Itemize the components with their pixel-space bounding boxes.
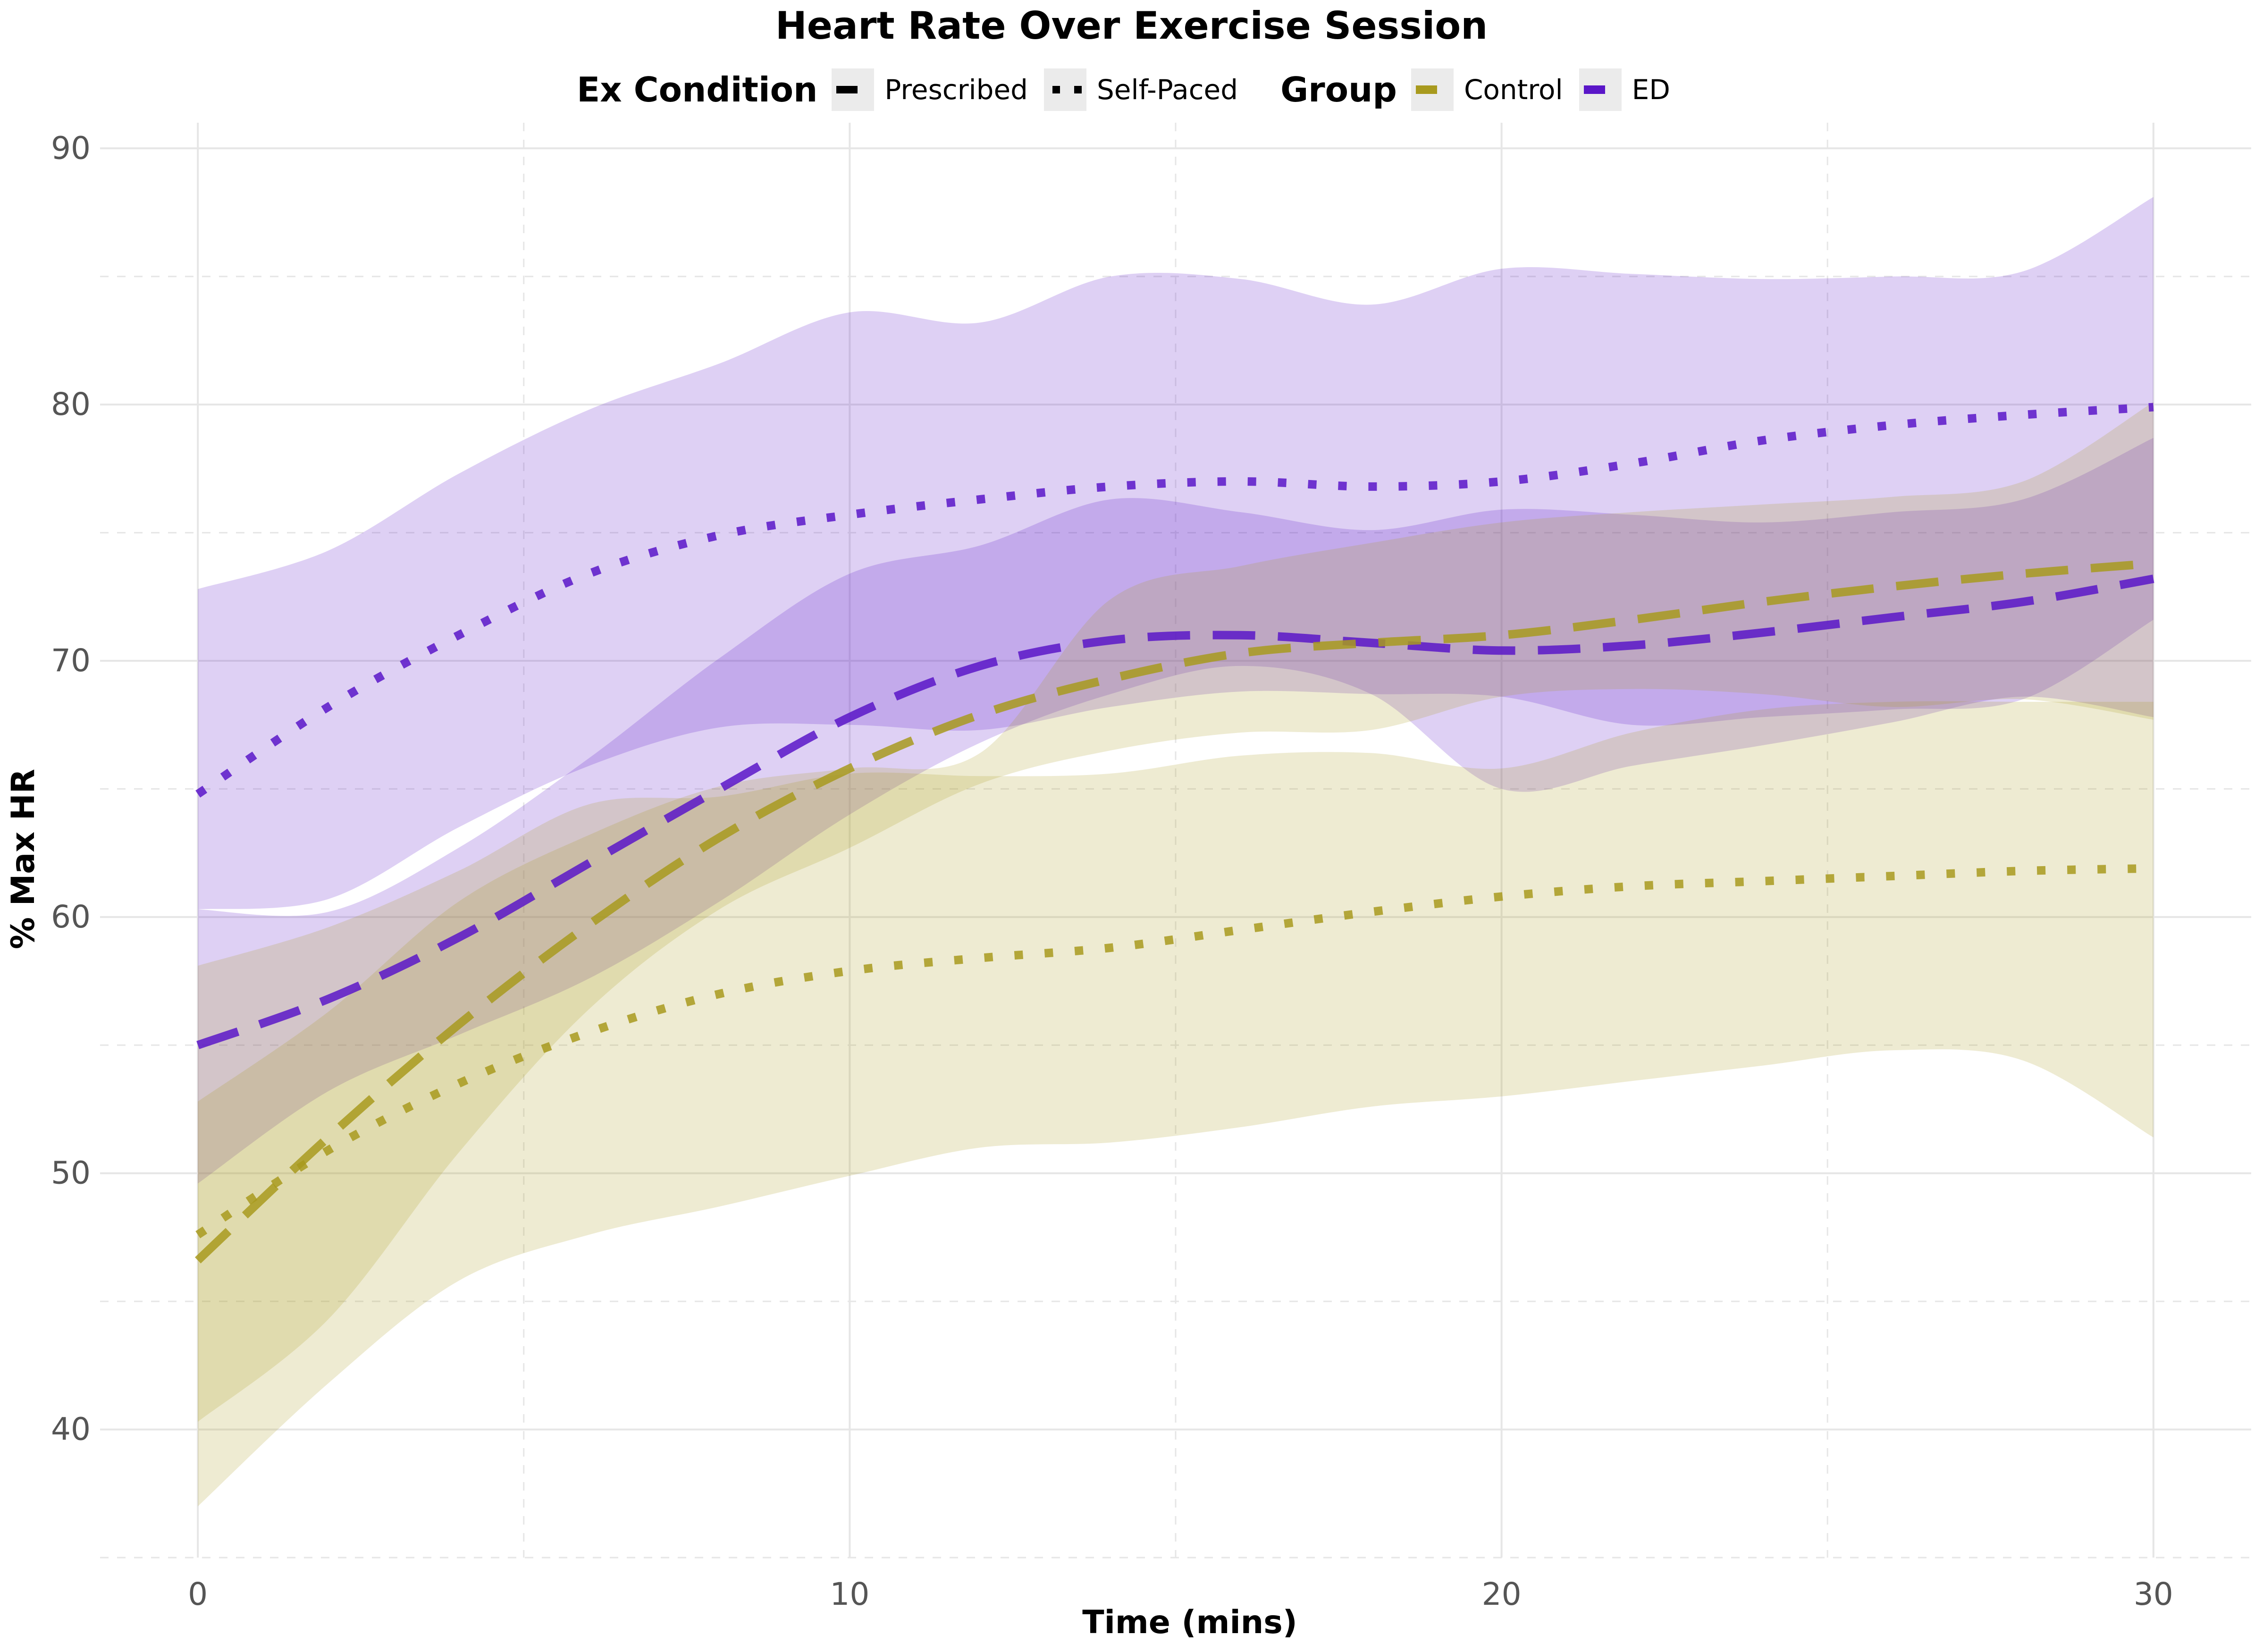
legend-label-ed: ED — [1632, 74, 1670, 106]
line-ed-selfpaced — [195, 403, 2154, 798]
ribbon-control-selfpaced — [198, 701, 2154, 1507]
legend-key-prescribed — [832, 68, 875, 111]
chart-title: Heart Rate Over Exercise Session — [775, 4, 1488, 48]
ribbon-ed-prescribed — [198, 438, 2154, 1184]
legend-title-group: Group — [1280, 70, 1397, 110]
y-axis-title: % Max HR — [5, 769, 42, 949]
y-tick-label: 50 — [51, 1155, 91, 1191]
y-tick-label: 40 — [51, 1411, 91, 1448]
legend-item-prescribed: Prescribed — [832, 68, 1028, 111]
legend-ex-condition: Ex Condition Prescribed Self-Paced — [577, 68, 1254, 111]
y-tick-label: 60 — [51, 899, 91, 935]
legend-key-control — [1411, 68, 1454, 111]
legend-key-ed — [1579, 68, 1622, 111]
legend-item-selfpaced: Self-Paced — [1043, 68, 1238, 111]
x-tick-label: 30 — [2134, 1576, 2173, 1612]
legend-label-prescribed: Prescribed — [884, 74, 1028, 106]
legend-item-control: Control — [1411, 68, 1563, 111]
x-tick-label: 20 — [1482, 1576, 1522, 1612]
y-tick-label: 90 — [51, 130, 91, 166]
line-ed-prescribed — [196, 574, 2154, 1049]
x-axis-title: Time (mins) — [1082, 1604, 1297, 1641]
legend-label-selfpaced: Self-Paced — [1096, 74, 1238, 106]
ribbon-control-prescribed — [198, 402, 2154, 1422]
legend-item-ed: ED — [1579, 68, 1670, 111]
legend-key-selfpaced — [1043, 68, 1086, 111]
chart-legend: Ex Condition Prescribed Self-Paced Group… — [0, 66, 2263, 113]
y-tick-label: 70 — [51, 642, 91, 679]
ribbon-ed-selfpaced — [198, 197, 2154, 910]
y-tick-label: 80 — [51, 386, 91, 422]
x-tick-label: 10 — [830, 1576, 869, 1612]
x-tick-label: 0 — [188, 1576, 208, 1612]
legend-label-control: Control — [1464, 74, 1563, 106]
legend-title-ex-condition: Ex Condition — [577, 70, 818, 110]
line-control-prescribed — [195, 559, 2154, 1264]
legend-group: Group Control ED — [1280, 68, 1686, 111]
